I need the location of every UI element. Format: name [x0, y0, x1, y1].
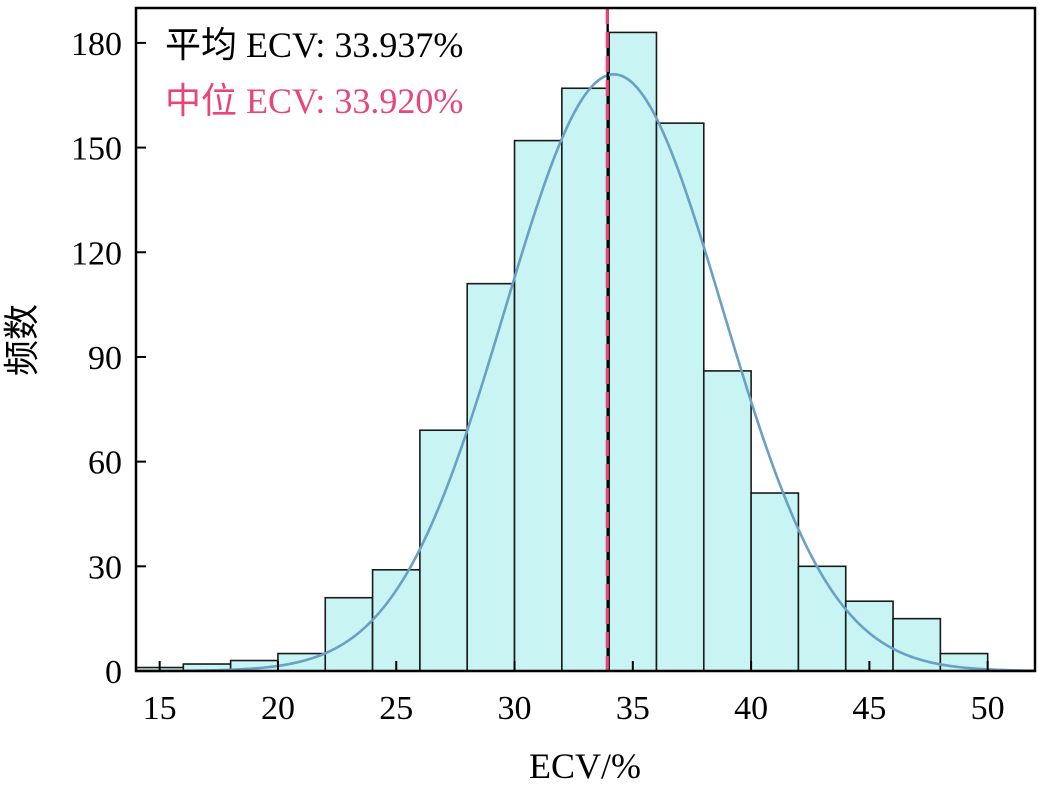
x-axis-title: ECV/% [529, 746, 641, 786]
histogram-bar-7 [466, 282, 516, 672]
x-tick-label: 20 [261, 690, 295, 727]
y-tick-label: 0 [105, 654, 122, 691]
histogram-bar-5 [371, 569, 421, 672]
histogram-bar-12 [702, 370, 752, 672]
x-tick-label: 35 [616, 690, 650, 727]
y-tick-label: 150 [71, 131, 122, 168]
y-tick-label: 60 [88, 445, 122, 482]
x-tick-label: 30 [498, 690, 532, 727]
histogram-bar-8 [513, 139, 563, 672]
histogram-bar-9 [561, 87, 610, 672]
histogram-bar-15 [844, 600, 894, 672]
plot-frame [134, 6, 1037, 673]
y-tick-label: 120 [71, 235, 122, 272]
histogram-bar-10 [608, 31, 658, 672]
x-tick-label: 15 [143, 690, 177, 727]
y-tick-label: 90 [88, 340, 122, 377]
y-axis-title: 频数 [2, 304, 42, 376]
normal-fit-curve [136, 72, 1036, 673]
bars-layer [135, 31, 989, 672]
histogram-bar-6 [419, 429, 469, 672]
y-tick-label: 30 [88, 549, 122, 586]
y-axis-ticks: 0 30 60 90 120 150 180 [71, 26, 146, 691]
x-axis-ticks: 15 20 25 30 35 40 45 50 [143, 661, 1005, 727]
histogram-bar-11 [655, 122, 705, 672]
histogram-bar-14 [797, 565, 847, 672]
y-tick-label: 180 [71, 26, 122, 63]
x-tick-label: 50 [971, 690, 1005, 727]
x-tick-label: 45 [852, 690, 886, 727]
x-tick-label: 25 [379, 690, 413, 727]
x-tick-label: 40 [734, 690, 768, 727]
mean-label: 平均 ECV: 33.937% [165, 25, 463, 65]
median-label: 中位 ECV: 33.920% [165, 81, 463, 121]
histogram-bar-4 [324, 596, 374, 672]
histogram-bar-13 [750, 492, 800, 672]
